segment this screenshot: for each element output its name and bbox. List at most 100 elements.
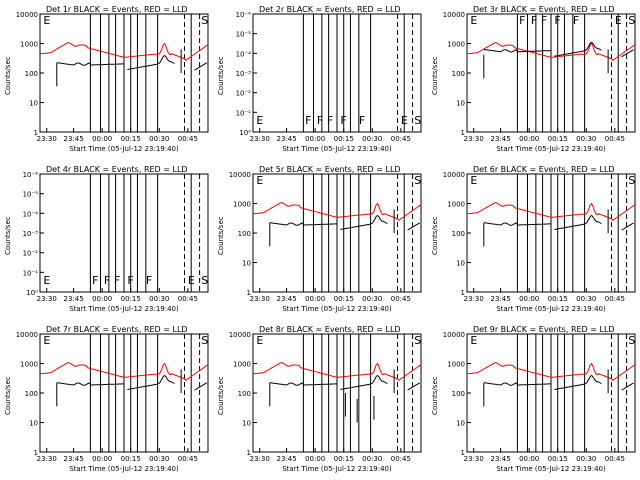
flag-label: E <box>188 274 195 287</box>
flag-label: S <box>628 334 635 347</box>
y-tick-label: 1000 <box>447 201 465 209</box>
flag-label: F <box>317 114 323 127</box>
flag-label: S <box>201 14 208 27</box>
flag-label: E <box>256 334 263 347</box>
panel-det-3: Det 3r BLACK = Events, RED = LLD Counts/s… <box>431 5 636 153</box>
x-tick-label: 23:45 <box>491 135 511 143</box>
flag-label: F <box>305 114 311 127</box>
flag-label: E <box>470 334 477 347</box>
y-tick-label: 100 <box>238 230 251 238</box>
x-tick-label: 00:30 <box>362 295 382 303</box>
flag-label: F <box>531 14 537 27</box>
flag-label: F <box>340 114 346 127</box>
y-tick-label: 10⁻⁶ <box>236 11 252 19</box>
flag-label: F <box>519 14 525 27</box>
flag-label: S <box>201 334 208 347</box>
y-tick-label: 10000 <box>16 331 38 339</box>
x-tick-label: 23:45 <box>64 455 84 463</box>
events-series-line <box>554 375 602 390</box>
y-tick-label: 1000 <box>447 361 465 369</box>
x-tick-label: 23:30 <box>250 455 270 463</box>
y-tick-label: 1 <box>247 289 251 297</box>
events-series-line <box>554 41 602 57</box>
y-axis-label: Counts/sec <box>217 376 225 415</box>
x-tick-label: 00:30 <box>149 135 169 143</box>
y-tick-label: 1 <box>461 449 465 457</box>
y-tick-label: 100 <box>452 70 465 78</box>
y-tick-label: 10 <box>29 100 38 108</box>
x-tick-label: 00:00 <box>305 455 325 463</box>
x-tick-label: 23:45 <box>277 295 297 303</box>
flag-label: F <box>541 14 547 27</box>
flag-label: F <box>327 114 333 127</box>
x-tick-label: 23:30 <box>464 455 484 463</box>
x-tick-label: 23:30 <box>37 455 57 463</box>
x-tick-label: 00:15 <box>334 455 354 463</box>
y-tick-label: 10000 <box>16 11 38 19</box>
x-tick-label: 00:45 <box>178 135 198 143</box>
flag-label: F <box>554 14 560 27</box>
x-tick-label: 00:45 <box>391 455 411 463</box>
x-tick-label: 00:00 <box>92 135 112 143</box>
panel-det-2: Det 2r BLACK = Events, RED = LLD Counts/s… <box>217 5 422 153</box>
x-tick-label: 00:45 <box>391 295 411 303</box>
y-tick-label: 10⁻⁴ <box>236 50 252 58</box>
y-axis-label: Counts/sec <box>4 376 12 415</box>
y-tick-label: 100 <box>452 230 465 238</box>
y-tick-label: 10⁻² <box>23 250 39 258</box>
x-tick-label: 00:15 <box>121 295 141 303</box>
flag-label: E <box>470 174 477 187</box>
y-tick-label: 10⁻¹ <box>236 109 252 117</box>
y-tick-label: 1000 <box>20 41 38 49</box>
y-tick-label: 10000 <box>443 171 465 179</box>
flag-label: S <box>414 174 421 187</box>
x-tick-label: 00:00 <box>305 295 325 303</box>
x-tick-label: 00:30 <box>149 295 169 303</box>
events-series-line <box>194 382 207 391</box>
events-series-line <box>56 382 124 386</box>
events-series-line <box>194 62 207 71</box>
flag-label: E <box>615 14 622 27</box>
flag-label: F <box>104 274 110 287</box>
y-tick-label: 10⁻² <box>236 90 252 98</box>
events-series-line <box>340 215 388 230</box>
flag-label: F <box>92 274 98 287</box>
x-axis-label: Start Time (05-Jul-12 23:19:40) <box>496 465 606 473</box>
flag-label: S <box>628 14 635 27</box>
panel-det-1: Det 1r BLACK = Events, RED = LLD Counts/s… <box>4 5 209 153</box>
y-tick-label: 10⁻³ <box>236 70 252 78</box>
y-axis-label: Counts/sec <box>217 56 225 95</box>
x-tick-label: 00:45 <box>178 295 198 303</box>
y-tick-label: 10 <box>456 260 465 268</box>
x-tick-label: 00:00 <box>92 455 112 463</box>
x-axis-label: Start Time (05-Jul-12 23:19:40) <box>496 305 606 313</box>
y-axis-label: Counts/sec <box>4 216 12 255</box>
y-tick-label: 10⁰ <box>239 129 251 137</box>
x-axis-label: Start Time (05-Jul-12 23:19:40) <box>282 465 392 473</box>
x-tick-label: 23:45 <box>277 455 297 463</box>
x-tick-label: 00:30 <box>576 455 596 463</box>
flag-label: F <box>114 274 120 287</box>
y-tick-label: 10⁻⁵ <box>236 31 252 39</box>
x-tick-label: 00:15 <box>334 295 354 303</box>
x-tick-label: 00:45 <box>178 455 198 463</box>
y-tick-label: 1000 <box>233 361 251 369</box>
flag-label: E <box>43 274 50 287</box>
x-tick-label: 00:15 <box>548 135 568 143</box>
x-tick-label: 00:30 <box>576 295 596 303</box>
flag-label: E <box>256 114 263 127</box>
panel-det-5: Det 5r BLACK = Events, RED = LLD Counts/s… <box>217 165 422 313</box>
y-tick-label: 10⁻¹ <box>23 269 39 277</box>
x-tick-label: 00:00 <box>519 455 539 463</box>
x-tick-label: 23:30 <box>464 295 484 303</box>
y-tick-label: 1 <box>34 129 38 137</box>
chart-title: Det 4r BLACK = Events, RED = LLD <box>46 165 188 174</box>
x-tick-label: 23:45 <box>491 455 511 463</box>
y-tick-label: 10⁻³ <box>23 230 39 238</box>
x-tick-label: 00:00 <box>519 295 539 303</box>
flag-label: S <box>414 114 421 127</box>
lld-series-line <box>39 362 209 382</box>
chart-title: Det 9r BLACK = Events, RED = LLD <box>473 325 615 334</box>
chart-title: Det 2r BLACK = Events, RED = LLD <box>259 5 401 14</box>
flag-label: S <box>201 274 208 287</box>
